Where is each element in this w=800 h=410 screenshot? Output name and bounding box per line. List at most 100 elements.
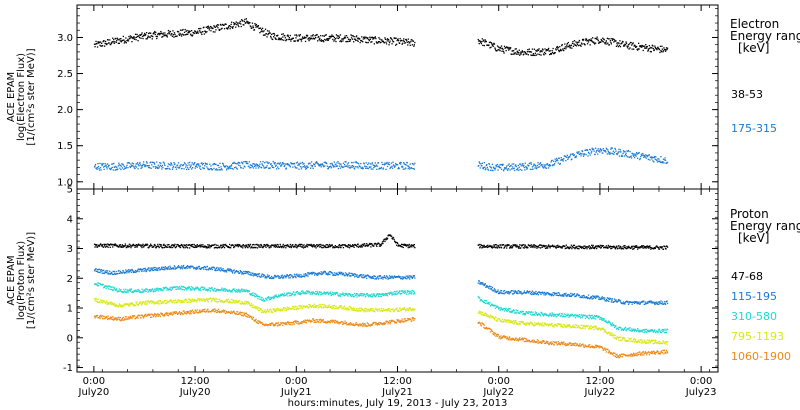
data-point [649, 159, 651, 161]
data-point [144, 244, 146, 247]
data-point [105, 164, 107, 166]
data-point [384, 277, 387, 279]
data-point [299, 162, 301, 165]
data-point [497, 292, 500, 295]
data-point [502, 50, 505, 53]
data-point [480, 43, 482, 45]
data-point [119, 290, 121, 292]
data-point [122, 163, 124, 165]
data-point [533, 245, 535, 247]
data-point [331, 162, 333, 164]
data-point [590, 247, 592, 250]
data-point [362, 244, 364, 246]
data-point [530, 51, 533, 53]
data-point [543, 291, 546, 293]
data-point [413, 164, 415, 166]
data-point [515, 245, 517, 247]
data-point [580, 153, 583, 155]
data-point [206, 265, 208, 268]
data-point [283, 246, 285, 249]
data-point [365, 275, 367, 277]
data-point [488, 44, 490, 46]
data-point [414, 41, 416, 44]
data-point [345, 292, 347, 295]
data-point [332, 247, 334, 249]
data-point [530, 291, 533, 293]
data-point [152, 166, 154, 168]
data-point [315, 293, 317, 295]
data-point [576, 151, 578, 153]
data-point [179, 268, 182, 270]
data-point [532, 168, 534, 170]
data-point [409, 163, 411, 165]
data-point [290, 295, 292, 297]
data-point [240, 167, 242, 169]
data-point [617, 46, 620, 48]
data-point [118, 269, 120, 272]
data-point [203, 246, 205, 248]
data-point [575, 295, 577, 297]
data-point [310, 272, 312, 274]
data-point [371, 162, 373, 164]
data-point [483, 283, 485, 286]
data-point [527, 54, 529, 56]
data-point [236, 245, 238, 247]
data-point [543, 244, 545, 247]
data-point [102, 283, 104, 286]
data-point [361, 246, 363, 248]
data-point [178, 288, 180, 290]
data-point [591, 147, 593, 149]
data-point [486, 285, 488, 287]
data-point [217, 244, 219, 247]
data-point [297, 244, 300, 246]
data-point [625, 248, 628, 250]
data-point [274, 163, 276, 165]
data-point [589, 44, 591, 46]
data-point [662, 158, 665, 160]
data-point [310, 167, 312, 169]
data-point [148, 165, 150, 167]
data-point [141, 32, 143, 34]
data-point [655, 246, 657, 248]
data-point [378, 294, 380, 296]
data-point [231, 291, 233, 293]
data-point [653, 247, 655, 249]
data-point [228, 168, 230, 170]
data-point [570, 244, 572, 246]
data-point [346, 165, 348, 167]
data-point [385, 41, 387, 43]
data-point [104, 245, 106, 247]
data-point [260, 299, 263, 301]
data-point [491, 45, 494, 47]
data-point [579, 152, 582, 154]
data-point [367, 41, 369, 44]
data-point [269, 277, 271, 279]
data-point [531, 166, 534, 168]
data-point [480, 283, 482, 285]
data-point [244, 272, 246, 274]
data-point [121, 272, 123, 274]
data-point [323, 272, 325, 274]
data-point [194, 245, 196, 247]
data-point [212, 27, 214, 30]
data-point [519, 168, 521, 171]
data-point [359, 274, 361, 276]
data-point [177, 166, 179, 168]
data-point [169, 31, 172, 33]
data-point [654, 303, 656, 306]
data-point [339, 40, 341, 43]
data-point [229, 243, 231, 246]
data-point [215, 288, 218, 291]
data-point [661, 162, 664, 164]
data-point [229, 270, 231, 272]
data-point [282, 162, 284, 164]
data-point [278, 275, 280, 278]
data-point [297, 275, 300, 278]
data-point [183, 289, 186, 291]
data-point [171, 35, 174, 37]
data-point [204, 266, 206, 268]
data-point [563, 158, 565, 160]
data-point [279, 162, 281, 164]
data-point [233, 269, 235, 271]
data-point [229, 166, 231, 168]
